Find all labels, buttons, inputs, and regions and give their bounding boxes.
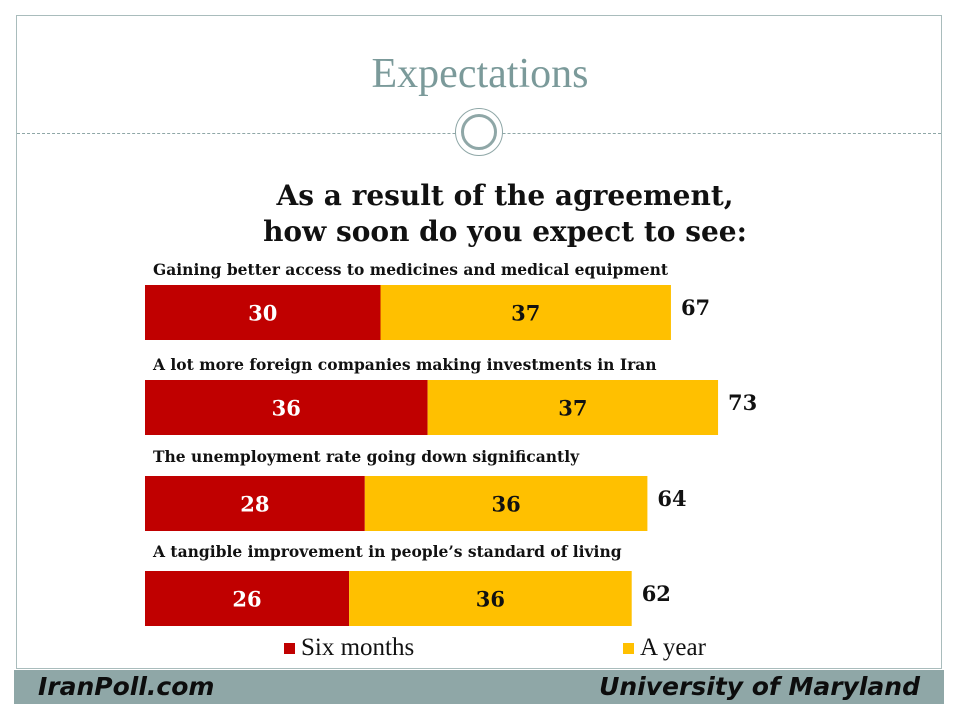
bar-six-months-3 (145, 476, 365, 531)
category-label-4: A tangible improvement in people’s stand… (152, 542, 622, 561)
slide-frame (16, 15, 942, 669)
slide-title: Expectations (371, 51, 589, 97)
footer-bar: IranPoll.com University of Maryland (14, 670, 944, 704)
legend-swatch-a-year (623, 642, 634, 654)
circle-ornament-inner (461, 114, 497, 150)
chart-title: As a result of the agreement, how soon d… (0, 178, 960, 250)
data-label-six-months-1: 30 (248, 301, 277, 326)
data-label-a-year-1: 37 (511, 301, 540, 326)
bar-six-months-1 (145, 285, 381, 340)
data-label-six-months-2: 36 (272, 396, 301, 421)
chart-title-line-2: how soon do you expect to see: (263, 215, 747, 248)
footer-university: University of Maryland (599, 672, 920, 701)
data-label-a-year-2: 37 (558, 396, 587, 421)
total-label-4: 62 (642, 581, 671, 606)
category-label-2: A lot more foreign companies making inve… (152, 355, 657, 374)
chart-title-line-1: As a result of the agreement, (276, 179, 734, 212)
bar-a-year-1 (380, 285, 671, 340)
data-label-six-months-4: 26 (232, 587, 261, 612)
total-label-1: 67 (681, 295, 710, 320)
category-label-1: Gaining better access to medicines and m… (153, 260, 669, 279)
legend-item-six-months: Six months (284, 634, 414, 662)
legend-label-six-months: Six months (301, 634, 415, 661)
legend-item-a-year: A year (623, 634, 706, 662)
legend-swatch-six-months (284, 642, 295, 654)
category-label-3: The unemployment rate going down signifi… (153, 447, 580, 466)
circle-ornament-icon (455, 108, 503, 156)
total-label-3: 64 (657, 486, 686, 511)
chart-legend: Six months A year (0, 634, 960, 664)
bar-six-months-4 (145, 571, 350, 626)
data-label-a-year-4: 36 (476, 587, 505, 612)
footer-iranpoll-link: IranPoll.com (38, 672, 215, 701)
total-label-2: 73 (728, 390, 757, 415)
data-label-six-months-3: 28 (240, 492, 269, 517)
bar-a-year-4 (349, 571, 632, 626)
bar-six-months-2 (145, 380, 428, 435)
bar-a-year-2 (427, 380, 719, 435)
bar-a-year-3 (364, 476, 648, 531)
data-label-a-year-3: 36 (491, 492, 520, 517)
legend-label-a-year: A year (640, 634, 706, 661)
